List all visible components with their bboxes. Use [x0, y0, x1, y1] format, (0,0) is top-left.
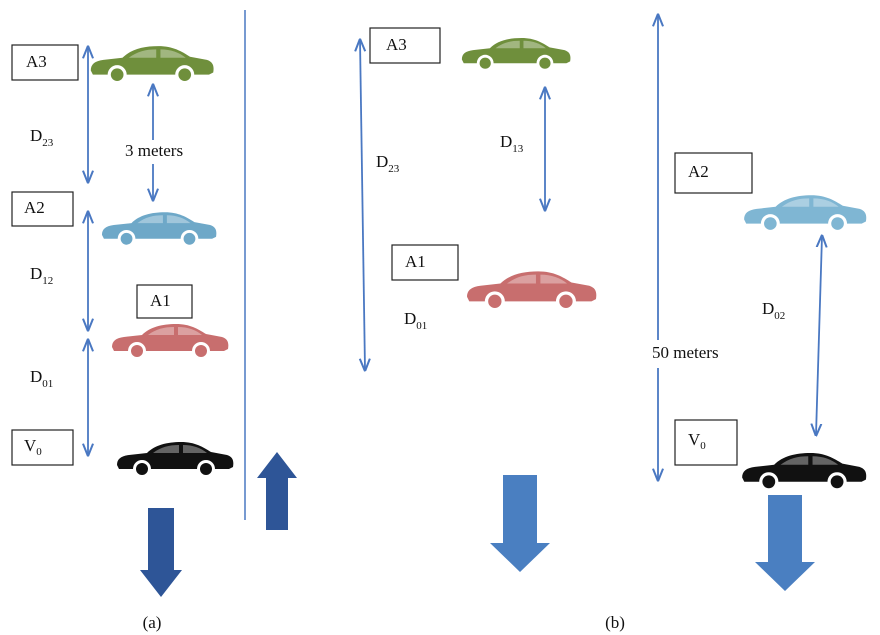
distance-label: D01 — [404, 309, 427, 332]
label-box — [675, 420, 737, 465]
panel-b: A3 D23 D13 A1 D01 50 meters A2 D02 V0 (b… — [360, 15, 866, 632]
distance-label: D12 — [30, 264, 53, 287]
distance-base: D — [404, 309, 416, 328]
diagram: A3 D23 3 meters A2 D12 A1 D01 V0 (a) A3 … — [0, 0, 880, 635]
car-red — [467, 271, 596, 308]
car-green — [462, 38, 571, 69]
distance-sub: 02 — [774, 310, 785, 322]
distance-sub: 23 — [388, 163, 400, 175]
distance-label: D01 — [30, 367, 53, 390]
car-black — [117, 442, 233, 475]
car-blue — [102, 212, 216, 244]
distance-base: D — [30, 126, 42, 145]
car-black — [742, 453, 866, 488]
box-sub: 0 — [36, 446, 42, 458]
distance-sub: 01 — [416, 320, 427, 332]
distance-base: D — [762, 299, 774, 318]
distance-sub: 13 — [512, 143, 524, 155]
distance-arrow — [360, 40, 365, 370]
panel-a: A3 D23 3 meters A2 D12 A1 D01 V0 (a) — [12, 10, 297, 632]
car-green — [91, 46, 214, 81]
label-box — [675, 153, 752, 193]
box-label: A2 — [24, 198, 45, 217]
distance-base: D — [376, 152, 388, 171]
up-arrow — [257, 452, 297, 530]
caption: (a) — [143, 613, 162, 632]
down-arrow — [490, 475, 550, 572]
box-sub: 0 — [700, 440, 706, 452]
down-arrow — [140, 508, 182, 597]
box-label: A2 — [688, 162, 709, 181]
caption: (b) — [605, 613, 625, 632]
distance-sub: 23 — [42, 137, 54, 149]
down-arrow — [755, 495, 815, 591]
box-label: A1 — [405, 252, 426, 271]
distance-base: D — [500, 132, 512, 151]
label-box — [12, 430, 73, 465]
distance-arrow — [816, 236, 822, 435]
car-blue — [744, 195, 866, 230]
distance-base: D — [30, 367, 42, 386]
distance-label: D02 — [762, 299, 785, 322]
box-label: A3 — [386, 35, 407, 54]
box-base: V — [688, 430, 701, 449]
distance-label: D13 — [500, 132, 524, 155]
distance-sub: 12 — [42, 275, 53, 287]
note: 50 meters — [652, 343, 719, 362]
car-red — [112, 324, 228, 357]
box-base: V — [24, 436, 37, 455]
distance-label: D23 — [30, 126, 54, 149]
distance-sub: 01 — [42, 378, 53, 390]
distance-base: D — [30, 264, 42, 283]
note: 3 meters — [125, 141, 183, 160]
distance-label: D23 — [376, 152, 400, 175]
box-label: A1 — [150, 291, 171, 310]
box-label: A3 — [26, 52, 47, 71]
